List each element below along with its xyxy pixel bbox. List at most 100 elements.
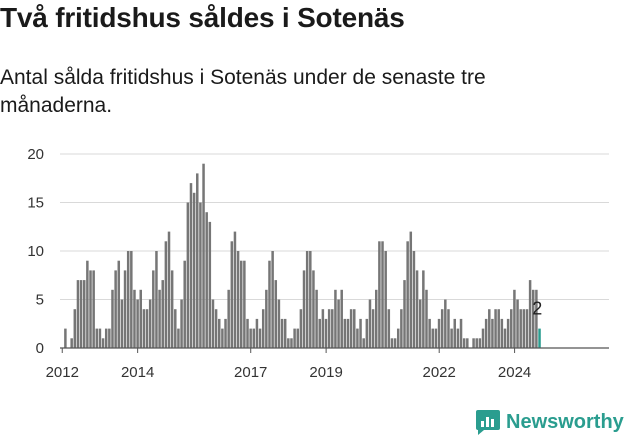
bar <box>478 338 482 348</box>
bar <box>302 270 306 348</box>
bar <box>214 309 218 348</box>
annotations: 2 <box>532 299 542 319</box>
bar <box>422 270 425 348</box>
bar <box>510 309 513 348</box>
bar <box>415 270 419 348</box>
bar <box>324 318 328 348</box>
x-tick-label: 2024 <box>498 364 531 381</box>
bar <box>221 328 224 348</box>
bar <box>327 309 331 348</box>
chart-subtitle: Antal sålda fritidshus i Sotenäs under d… <box>0 66 486 117</box>
bar <box>418 299 422 348</box>
bar-latest <box>538 328 541 348</box>
bar <box>227 289 230 348</box>
bar <box>444 299 447 348</box>
bar <box>340 289 343 348</box>
bar <box>114 270 117 348</box>
y-tick-label: 15 <box>27 195 44 212</box>
bar <box>378 241 381 348</box>
bar <box>349 309 353 348</box>
bar <box>428 318 431 348</box>
bar <box>142 309 146 348</box>
bar <box>312 270 315 348</box>
bar <box>268 260 271 348</box>
bar <box>362 338 365 348</box>
bar <box>208 221 212 348</box>
bar <box>500 318 504 348</box>
bar <box>525 309 529 348</box>
bar <box>503 328 507 348</box>
bar <box>189 183 193 348</box>
bar <box>199 202 202 348</box>
x-tick-label: 2022 <box>423 364 456 381</box>
bar <box>265 289 268 348</box>
bar <box>447 309 450 348</box>
bar <box>148 299 152 348</box>
bar <box>425 289 428 348</box>
bar <box>519 309 522 348</box>
bar <box>70 338 73 348</box>
bar <box>92 270 95 348</box>
bar <box>86 260 89 348</box>
bar <box>356 328 359 348</box>
x-tick-label: 2017 <box>234 364 267 381</box>
x-tick-label: 2019 <box>309 364 342 381</box>
bar <box>375 289 378 348</box>
bar <box>236 251 240 348</box>
x-tick-label: 2012 <box>46 364 79 381</box>
bar <box>243 260 246 348</box>
bar <box>337 299 340 348</box>
bar <box>271 251 274 348</box>
bar <box>177 328 180 348</box>
bar <box>164 241 168 348</box>
y-tick-label: 20 <box>27 146 44 163</box>
bar <box>104 328 108 348</box>
bar <box>192 192 196 348</box>
bar <box>305 251 309 348</box>
bar <box>180 299 183 348</box>
bar <box>287 338 290 348</box>
bar <box>98 328 102 348</box>
bar <box>453 318 456 348</box>
bar <box>440 309 444 348</box>
bar <box>89 270 92 348</box>
bar <box>79 280 83 348</box>
bar <box>396 328 400 348</box>
bar <box>211 299 215 348</box>
bar <box>95 328 99 348</box>
bar <box>437 318 441 348</box>
x-tick-label: 2014 <box>121 364 154 381</box>
bar <box>252 328 256 348</box>
bar <box>76 280 80 348</box>
bar <box>466 338 469 348</box>
bar <box>101 338 105 348</box>
bar <box>434 328 438 348</box>
bar <box>108 328 111 348</box>
bar <box>387 309 391 348</box>
newsworthy-chart-icon <box>476 410 500 435</box>
bar <box>491 318 494 348</box>
bar <box>161 280 164 348</box>
bar <box>249 328 252 348</box>
bar <box>126 251 130 348</box>
bar <box>239 260 243 348</box>
bar <box>368 299 372 348</box>
bar <box>296 328 299 348</box>
bar <box>431 328 435 348</box>
bar <box>158 289 161 348</box>
bar <box>359 318 362 348</box>
bar <box>167 231 171 348</box>
bars <box>64 163 541 348</box>
bar <box>488 309 491 348</box>
bar <box>353 309 356 348</box>
bar <box>82 280 86 348</box>
bar <box>494 309 497 348</box>
bar <box>450 328 453 348</box>
bar <box>133 289 136 348</box>
bar <box>196 173 199 348</box>
bar <box>145 309 149 348</box>
bar <box>321 309 325 348</box>
bar <box>346 318 350 348</box>
bar <box>318 318 321 348</box>
